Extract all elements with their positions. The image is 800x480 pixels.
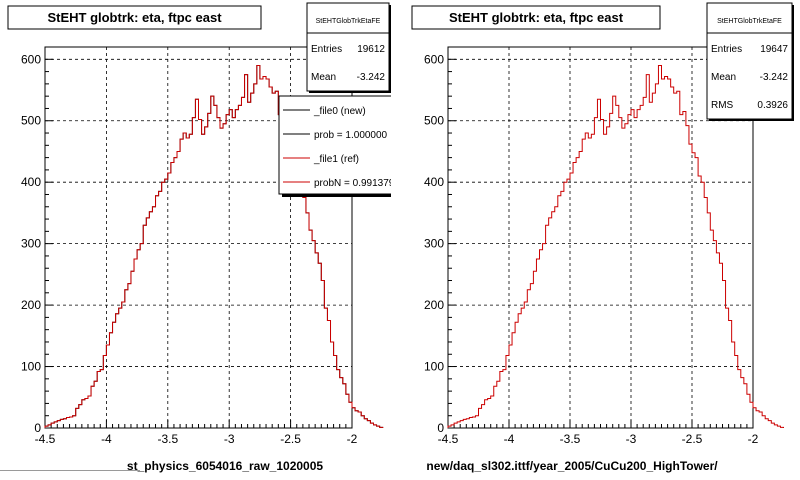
stats-box [306, 2, 390, 92]
legend-entry-label: _file0 (new) [313, 106, 366, 117]
axis-ticks [447, 58, 754, 429]
x-tick-label: -4.5 [35, 432, 56, 446]
stats-label: Mean [711, 72, 736, 83]
y-tick-label: 200 [424, 298, 444, 312]
y-tick-label: 100 [424, 360, 444, 374]
y-tick-label: 500 [424, 114, 444, 128]
y-tick-label: 200 [21, 298, 41, 312]
x-tick-label: -3.5 [560, 432, 581, 446]
x-tick-label: -2 [347, 432, 358, 446]
grid-lines [448, 47, 753, 428]
x-axis-label: new/daq_sl302.ittf/year_2005/CuCu200_Hig… [426, 459, 718, 473]
stats-box [706, 2, 793, 120]
title-box [411, 5, 661, 30]
x-tick-label: -3.5 [157, 432, 178, 446]
chart-title: StEHT globtrk: eta, ftpc east [47, 10, 222, 25]
histogram-panel-2: -4.5 -4 -3.5 -3 -2.5 -2 0 100 200 300 400 500 600 StE… [411, 2, 794, 473]
chart-title: StEHT globtrk: eta, ftpc east [449, 10, 624, 25]
y-tick-label: 400 [21, 175, 41, 189]
axis-ticks [44, 58, 353, 429]
x-tick-label: -4 [101, 432, 112, 446]
legend-entry-label: prob = 1.000000 [314, 130, 388, 141]
y-tick-label: 300 [21, 237, 41, 251]
legend-entry-label: _file1 (ref) [313, 154, 359, 165]
legend-entry-label: probN = 0.991379 [314, 178, 395, 189]
x-tick-label: -2 [748, 432, 759, 446]
stats-label: Mean [311, 72, 336, 83]
stats-value: 0.3926 [757, 100, 788, 111]
x-tick-label: -3 [224, 432, 235, 446]
y-tick-label: 0 [437, 421, 444, 435]
stats-label: RMS [711, 100, 734, 111]
x-tick-label: -4.5 [438, 432, 459, 446]
histogram-panel-1: -4.5 -4 -3.5 -3 -2.5 -2 0 100 200 300 400 500 600 StE… [7, 2, 395, 473]
y-tick-label: 400 [424, 175, 444, 189]
stats-value: 19647 [760, 44, 788, 55]
y-tick-label: 300 [424, 237, 444, 251]
y-tick-label: 500 [21, 114, 41, 128]
stats-value: -3.242 [357, 72, 386, 83]
histogram-series-2 [44, 64, 384, 428]
stats-label: Entries [311, 44, 342, 55]
x-tick-label: -3 [626, 432, 637, 446]
x-tick-label: -2.5 [682, 432, 703, 446]
stats-value: 19612 [357, 44, 385, 55]
footer-divider [0, 470, 140, 471]
title-box [7, 5, 262, 30]
x-axis-label: st_physics_6054016_raw_1020005 [127, 459, 323, 473]
y-tick-label: 600 [21, 52, 41, 66]
y-tick-label: 100 [21, 360, 41, 374]
stats-header: StEHTGlobTrkEtaFE [717, 18, 782, 25]
stats-label: Entries [711, 44, 742, 55]
legend-box [278, 95, 391, 195]
x-tick-label: -4 [504, 432, 515, 446]
legend: _file0 (new) prob = 1.000000 _file1 (ref) p… [278, 95, 395, 197]
y-tick-label: 600 [424, 52, 444, 66]
histogram-series-1 [447, 64, 784, 428]
x-tick-label: -2.5 [280, 432, 301, 446]
stats-header: StEHTGlobTrkEtaFE [316, 18, 381, 25]
stats-value: -3.242 [760, 72, 789, 83]
y-tick-label: 0 [34, 421, 41, 435]
